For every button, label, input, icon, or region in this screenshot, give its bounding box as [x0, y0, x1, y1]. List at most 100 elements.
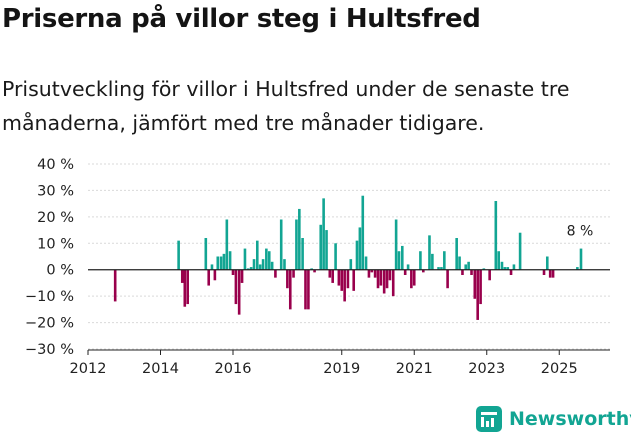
bar — [222, 253, 226, 270]
bar — [364, 256, 368, 270]
bar — [322, 198, 325, 270]
bar — [270, 261, 274, 270]
y-tick-label: −10 % — [25, 289, 74, 305]
bar — [331, 269, 334, 283]
bar — [301, 238, 304, 270]
bar — [518, 232, 522, 270]
bar — [476, 269, 479, 320]
bar — [283, 259, 286, 270]
bar — [461, 269, 464, 275]
bar — [410, 269, 413, 289]
bar — [234, 269, 238, 305]
bar — [186, 269, 189, 305]
bar — [455, 238, 458, 270]
bar — [352, 269, 356, 291]
bar — [506, 267, 510, 270]
bar — [479, 269, 482, 305]
annotation-label: 8 % — [567, 224, 594, 240]
bar — [500, 261, 504, 270]
grid-layer — [88, 163, 610, 350]
bar — [255, 240, 259, 270]
bar — [388, 269, 392, 281]
bar — [325, 230, 328, 270]
bar — [403, 269, 407, 275]
bar — [204, 238, 208, 270]
bar — [579, 248, 583, 270]
x-tick-label: 2012 — [70, 361, 107, 377]
bar — [340, 269, 344, 291]
bar — [207, 269, 211, 286]
bar — [385, 269, 389, 289]
bar — [400, 245, 404, 270]
bar — [334, 243, 337, 270]
bar — [177, 240, 180, 270]
bar — [261, 259, 265, 270]
newsworthy-logo: Newsworthy — [476, 406, 631, 432]
bar — [467, 261, 470, 270]
y-tick-label: 10 % — [37, 236, 74, 252]
bar — [361, 195, 365, 270]
bar — [279, 219, 283, 270]
bar — [488, 269, 491, 281]
bar — [113, 269, 117, 302]
bar — [313, 269, 316, 273]
bar — [412, 269, 416, 286]
y-tick-label: −20 % — [25, 316, 74, 332]
bar — [249, 267, 253, 270]
chart-title: Priserna på villor steg i Hultsfred — [2, 4, 481, 34]
bar — [349, 259, 353, 270]
y-tick-label: −30 % — [25, 342, 74, 358]
bar — [267, 251, 271, 270]
bar — [512, 264, 516, 270]
bar — [379, 269, 383, 286]
bar — [482, 268, 486, 270]
bar — [304, 269, 307, 310]
y-tick-label: 40 % — [37, 157, 74, 173]
axis-layer: −30 % −20 % −10 % 0 % 10 % 20 % 30 % 40 % 2012 20… — [25, 157, 610, 377]
bar — [231, 269, 235, 275]
newsworthy-logo-icon — [476, 406, 502, 432]
bar — [422, 269, 425, 273]
bar — [243, 248, 247, 270]
bar — [473, 269, 477, 299]
bar — [240, 269, 244, 283]
bar — [328, 269, 332, 278]
bar — [355, 240, 359, 270]
bar — [246, 268, 250, 270]
bar — [470, 269, 473, 275]
bar — [337, 269, 341, 286]
bar — [576, 267, 579, 270]
y-tick-label: 20 % — [37, 210, 74, 226]
x-tick-label: 2021 — [396, 361, 433, 377]
bar — [394, 219, 398, 270]
bar — [494, 201, 498, 270]
bar — [343, 269, 346, 302]
bar — [298, 208, 301, 270]
bar — [274, 269, 277, 278]
bar — [440, 267, 443, 270]
bar — [509, 269, 513, 275]
bar — [431, 253, 434, 270]
bar — [373, 269, 377, 278]
bar — [446, 269, 449, 289]
bar — [548, 269, 552, 278]
bar — [464, 264, 468, 270]
newsworthy-logo-text: Newsworthy — [509, 408, 631, 430]
y-tick-label: 0 % — [46, 263, 74, 279]
bar — [219, 256, 223, 270]
bar — [551, 269, 555, 278]
y-tick-label: 30 % — [37, 183, 74, 199]
chart-subtitle: Prisutveckling för villor i Hultsfred un… — [2, 77, 570, 135]
bar — [542, 269, 546, 275]
x-tick-label: 2019 — [323, 361, 360, 377]
bar — [419, 251, 422, 270]
bar — [237, 269, 241, 315]
bar — [288, 269, 292, 310]
bar — [319, 224, 323, 270]
bar — [213, 269, 217, 281]
bar-layer — [113, 195, 583, 320]
bar — [370, 269, 374, 273]
bar — [292, 269, 295, 278]
x-tick-label: 2014 — [142, 361, 179, 377]
bar — [391, 269, 395, 297]
